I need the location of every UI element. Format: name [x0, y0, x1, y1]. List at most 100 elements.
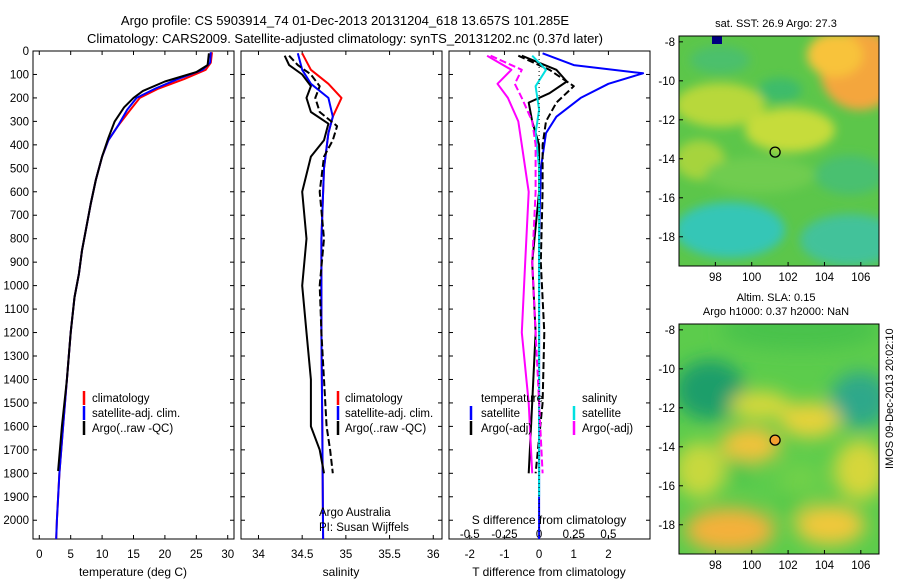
map-y-tick-label: -12	[658, 115, 675, 127]
x-tick-label: 35.5	[378, 549, 400, 561]
x-tick-label: 5	[67, 549, 73, 561]
depth-tick-label: 1200	[3, 328, 29, 340]
legend-climatology: climatology	[92, 393, 150, 405]
figure-title-line1: Argo profile: CS 5903914_74 01-Dec-2013 …	[121, 13, 569, 28]
map-y-tick-label: -8	[665, 37, 675, 49]
salinity-legend: climatology satellite-adj. clim. Argo(..…	[336, 391, 433, 435]
depth-tick-label: 1400	[3, 374, 29, 386]
depth-tick-label: 600	[10, 187, 29, 199]
map-x-tick-label: 100	[742, 560, 761, 572]
salinity-difference-ticks: -0.5-0.2500.250.5	[460, 529, 617, 541]
x-tick-label: 15	[127, 549, 140, 561]
depth-tick-label: 2000	[3, 515, 29, 527]
pi-annotation: PI: Susan Wijffels	[319, 522, 409, 534]
map-y-tick-label: -8	[665, 325, 675, 337]
map-y-tick-label: -12	[658, 403, 675, 415]
legend-temperature-header: temperature	[481, 393, 543, 405]
temperature-xlabel: temperature (deg C)	[79, 565, 187, 579]
sla-map-subtitle: Argo h1000: 0.37 h2000: NaN	[703, 306, 849, 318]
map-y-tick-label: -10	[658, 76, 675, 88]
sst-map-title: sat. SST: 26.9 Argo: 27.3	[715, 18, 837, 30]
temperature-series	[55, 52, 213, 540]
salinity-panel	[240, 50, 443, 540]
depth-tick-label: 1600	[3, 421, 29, 433]
depth-tick-label: 400	[10, 140, 29, 152]
map-x-tick-label: 106	[851, 272, 870, 284]
legend-climatology: climatology	[345, 393, 403, 405]
depth-tick-label: 300	[10, 116, 29, 128]
institution-annotation: Argo Australia	[319, 507, 391, 519]
x-tick-label: 2	[605, 549, 611, 561]
legend-t-satellite: satellite	[481, 408, 520, 420]
figure-title-line2: Climatology: CARS2009. Satellite-adjuste…	[87, 31, 603, 46]
difference-x-ticks: -2 -1 0 1 2	[465, 51, 612, 561]
x-tick-label: 25	[190, 549, 203, 561]
x-tick-label: 10	[96, 549, 109, 561]
x-tick-label: 34	[252, 549, 265, 561]
x-tick-label: 1	[571, 549, 577, 561]
argo-location-marker	[769, 434, 781, 446]
depth-tick-label: 500	[10, 163, 29, 175]
sst-map-field	[679, 36, 879, 266]
x-tick-label: 34.5	[291, 549, 313, 561]
map-y-tick-label: -18	[658, 232, 675, 244]
depth-tick-label: 900	[10, 257, 29, 269]
map-y-tick-label: -16	[658, 193, 675, 205]
difference-xlabel: T difference from climatology	[472, 565, 626, 579]
s-difference-label: S difference from climatology	[472, 513, 627, 527]
map-y-tick-label: -14	[658, 442, 675, 454]
sla-map-field	[679, 324, 879, 554]
temperature-panel	[32, 50, 235, 540]
legend-s-argo: Argo(-adj)	[582, 423, 633, 435]
salinity-series	[283, 52, 343, 540]
temperature-x-ticks: 0 5 10 15 20 25 30	[36, 51, 234, 561]
sla-map-title: Altim. SLA: 0.15	[737, 292, 816, 304]
depth-tick-label: 1900	[3, 492, 29, 504]
sla-map-frame	[678, 323, 880, 555]
legend-satellite: satellite-adj. clim.	[345, 408, 433, 420]
map-x-tick-label: 104	[815, 272, 835, 284]
map-x-tick-label: 102	[778, 272, 797, 284]
legend-argo: Argo(..raw -QC)	[92, 423, 173, 435]
difference-series	[486, 51, 645, 539]
depth-tick-label: 700	[10, 210, 29, 222]
difference-panel	[448, 50, 651, 540]
depth-tick-label: 1300	[3, 351, 29, 363]
map-x-tick-label: 104	[815, 560, 835, 572]
x-tick-label: 0	[536, 549, 542, 561]
legend-argo: Argo(..raw -QC)	[345, 423, 426, 435]
argo-location-marker	[769, 146, 781, 158]
x-tick-label: 0	[36, 549, 42, 561]
depth-tick-label: 0	[23, 46, 29, 58]
x-tick-label: 35	[339, 549, 352, 561]
x-tick-label: -1	[499, 549, 509, 561]
legend-satellite: satellite-adj. clim.	[92, 408, 180, 420]
legend-s-satellite: satellite	[582, 408, 621, 420]
depth-tick-label: 1800	[3, 468, 29, 480]
x-tick-label: 20	[159, 549, 172, 561]
legend-salinity-header: salinity	[582, 393, 617, 405]
map-y-tick-label: -14	[658, 154, 675, 166]
depth-tick-label: 200	[10, 93, 29, 105]
series-line-argo	[57, 53, 210, 472]
legend-t-argo: Argo(-adj)	[481, 423, 532, 435]
depth-tick-label: 1100	[4, 304, 29, 316]
difference-legend: temperature satellite Argo(-adj) salinit…	[469, 393, 633, 435]
top-tick-label: -0.5	[460, 529, 480, 541]
depth-axis: 0 100 200 300 400 500 600 700 800 900 1000 1100 1200…	[3, 46, 650, 527]
map-x-tick-label: 98	[709, 272, 722, 284]
salinity-xlabel: salinity	[323, 565, 360, 579]
map-x-tick-label: 102	[778, 560, 797, 572]
sst-map-ticks: 98 100 102 104 106 -8 -10 -12 -14 -16 -18	[658, 37, 870, 284]
map-x-tick-label: 98	[709, 560, 722, 572]
top-tick-label: -0.25	[491, 529, 517, 541]
temperature-legend: climatology satellite-adj. clim. Argo(..…	[82, 391, 180, 435]
sla-map-ticks: 98 100 102 104 106 -8 -10 -12 -14 -16 -18	[658, 325, 870, 572]
map-y-tick-label: -16	[658, 481, 675, 493]
series-line-argo	[283, 55, 330, 474]
top-tick-label: 0.5	[600, 529, 616, 541]
sst-map-frame	[678, 35, 880, 267]
map-y-tick-label: -10	[658, 364, 675, 376]
x-tick-label: 30	[221, 549, 234, 561]
